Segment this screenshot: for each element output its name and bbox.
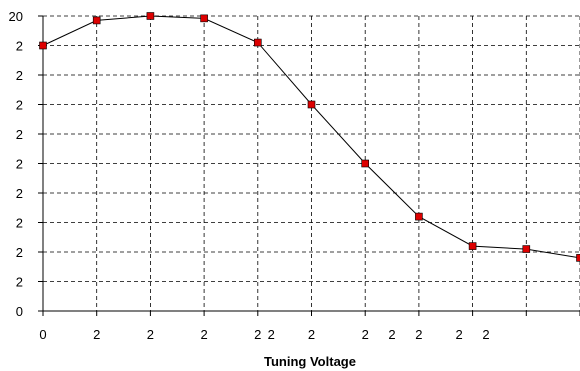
x-axis-label: Tuning Voltage	[264, 354, 356, 369]
grid-lines	[43, 15, 580, 311]
x-tick-label: 2	[482, 327, 489, 342]
x-tick-label: 2	[268, 327, 275, 342]
y-axis-ticks: 0 2 2 2 2 2 2 2 2 2 20	[9, 9, 43, 319]
data-points	[39, 12, 580, 262]
y-tick-label: 2	[16, 98, 23, 113]
data-point-marker	[200, 14, 208, 23]
x-tick-label: 2	[200, 327, 207, 342]
y-tick-label: 0	[16, 304, 23, 319]
x-tick-label: 2	[147, 327, 154, 342]
data-point-marker	[522, 245, 531, 253]
x-tick-label: 2	[254, 327, 261, 342]
y-tick-label: 2	[16, 39, 23, 54]
x-tick-label: 2	[308, 327, 315, 342]
y-tick-label: 2	[16, 275, 23, 290]
x-tick-label: 2	[362, 327, 369, 342]
y-tick-label: 2	[16, 245, 23, 260]
data-point-marker	[361, 159, 370, 168]
data-point-marker	[146, 12, 155, 20]
data-point-marker	[92, 16, 101, 25]
y-tick-label: 2	[16, 68, 23, 83]
data-point-marker	[468, 242, 477, 250]
y-tick-label: 2	[16, 127, 23, 142]
data-point-marker	[254, 38, 262, 47]
data-point-marker	[415, 212, 423, 221]
data-point-marker	[576, 254, 580, 262]
data-point-marker	[307, 100, 316, 109]
y-tick-label: 2	[16, 157, 23, 172]
y-tick-label: 20	[9, 9, 23, 24]
y-tick-label: 2	[16, 186, 23, 201]
data-point-marker	[39, 41, 47, 50]
x-tick-label: 2	[93, 327, 100, 342]
x-tick-label: 0	[39, 327, 46, 342]
x-tick-label: 2	[388, 327, 395, 342]
y-tick-label: 2	[16, 216, 23, 231]
x-tick-label: 2	[456, 327, 463, 342]
x-tick-label: 2	[415, 327, 422, 342]
